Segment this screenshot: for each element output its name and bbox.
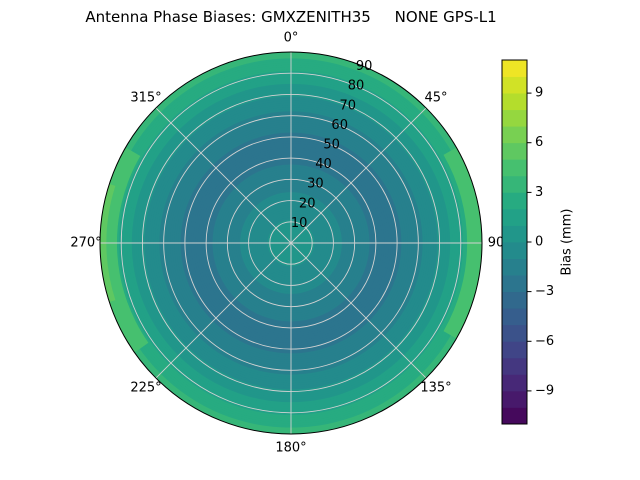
- chart-title: Antenna Phase Biases: GMXZENITH35 NONE G…: [85, 8, 497, 26]
- r-tick-label: 10: [291, 216, 308, 231]
- colorbar-segment: [502, 109, 527, 127]
- theta-tick-label: 90: [488, 236, 505, 251]
- colorbar-tick-label: −3: [535, 284, 554, 299]
- colorbar-segment: [502, 357, 527, 375]
- theta-tick-label: 315°: [130, 91, 161, 106]
- colorbar-tick-label: 0: [535, 235, 543, 250]
- r-tick-label: 20: [299, 196, 316, 211]
- theta-tick-label: 45°: [424, 91, 447, 106]
- theta-tick-label: 225°: [130, 381, 161, 396]
- colorbar-tick-label: 3: [535, 185, 543, 200]
- colorbar-segment: [502, 126, 527, 144]
- contour-highlight: [99, 184, 116, 302]
- colorbar-segment: [502, 159, 527, 177]
- polar-spine: [99, 51, 483, 435]
- r-tick-label: 40: [315, 157, 332, 172]
- grid-spoke: [155, 242, 292, 379]
- theta-tick-label: 180°: [275, 441, 306, 456]
- r-tick-labels: 10 20 30 40 50 60 70 80 90: [291, 59, 373, 231]
- colorbar-label: Bias (mm): [560, 209, 575, 276]
- colorbar-segment: [502, 225, 527, 243]
- colorbar-segment: [502, 291, 527, 309]
- colorbar-segment: [502, 407, 527, 425]
- colorbar-segment: [502, 208, 527, 226]
- colorbar-segment: [502, 142, 527, 160]
- r-tick-label: 50: [323, 138, 340, 153]
- colorbar-segment: [502, 324, 527, 342]
- r-tick-label: 30: [307, 177, 324, 192]
- colorbar-segment: [502, 374, 527, 392]
- colorbar-tick-label: 9: [535, 86, 543, 101]
- colorbar-segment: [502, 275, 527, 293]
- colorbar: 9 6 3 0 −3 −6 −9 Bias (mm): [501, 59, 575, 425]
- theta-tick-label: 0°: [284, 31, 299, 46]
- colorbar-segment: [502, 93, 527, 111]
- colorbar-segment: [502, 341, 527, 359]
- r-tick-label: 90: [356, 59, 373, 74]
- colorbar-segment: [502, 390, 527, 408]
- colorbar-segment: [502, 308, 527, 326]
- colorbar-segment: [502, 60, 527, 77]
- colorbar-segment: [502, 242, 527, 259]
- colorbar-segment: [502, 192, 527, 210]
- theta-tick-label: 135°: [420, 381, 451, 396]
- colorbar-segment: [502, 175, 527, 193]
- grid-spoke: [155, 107, 292, 244]
- colorbar-segment: [502, 76, 527, 94]
- grid-spoke: [290, 242, 427, 379]
- contour-highlight: [443, 147, 482, 339]
- colorbar-tick-label: −6: [535, 334, 554, 349]
- r-tick-label: 60: [331, 118, 348, 133]
- polar-grid: [100, 52, 482, 434]
- colorbar-segment: [502, 258, 527, 276]
- colorbar-tick-label: −9: [535, 383, 554, 398]
- theta-tick-label: 270°: [70, 236, 101, 251]
- grid-spoke: [290, 107, 427, 244]
- colorbar-tick-label: 6: [535, 135, 543, 150]
- contour-highlight: [99, 147, 149, 353]
- r-tick-label: 80: [348, 79, 365, 94]
- theta-tick-labels: 0° 45° 90 135° 180° 225° 270° 315°: [70, 31, 504, 456]
- r-tick-label: 70: [340, 98, 357, 113]
